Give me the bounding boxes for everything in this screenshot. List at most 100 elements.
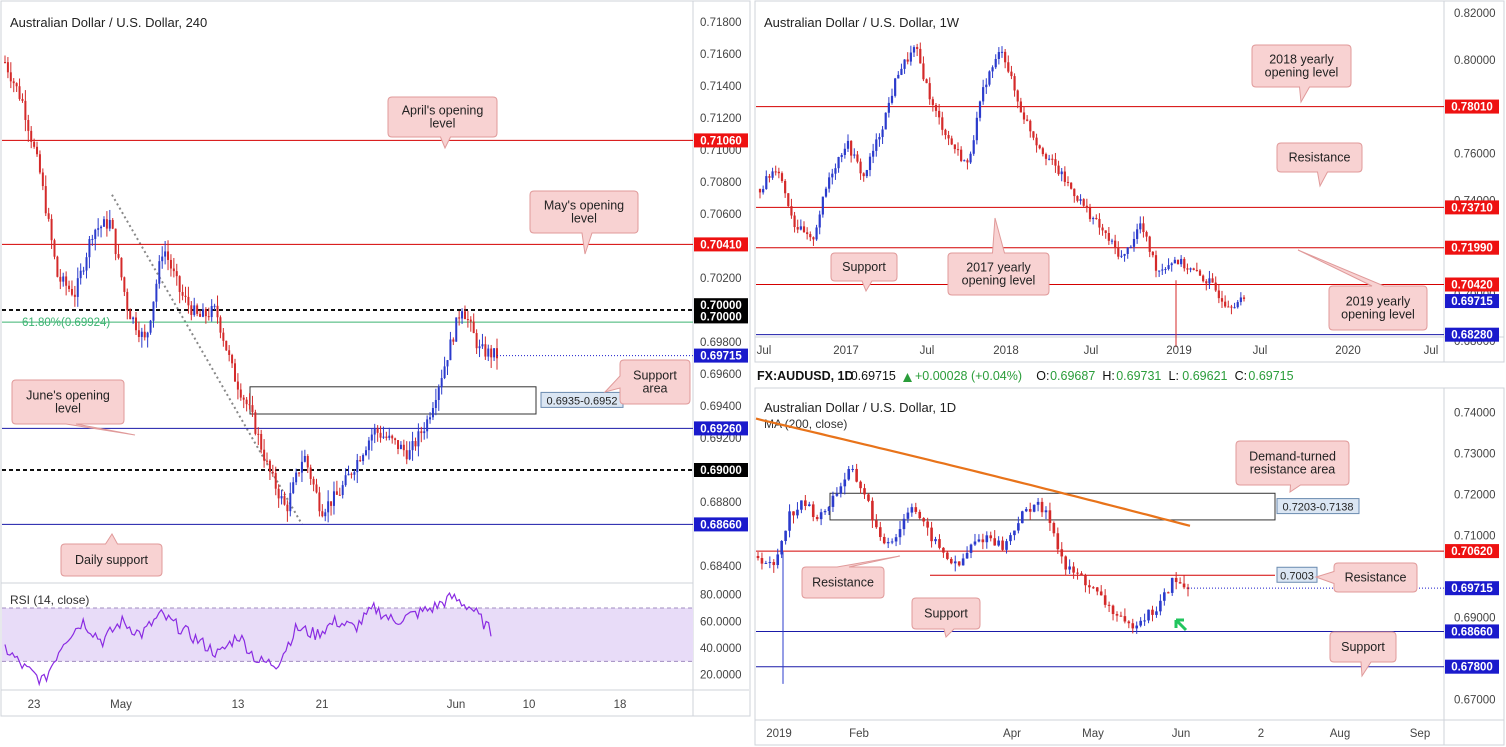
c1w-candle (777, 171, 780, 174)
c4h-candle (312, 478, 315, 485)
ohlc-segment: 0.69715 (1248, 369, 1293, 383)
callout-text: resistance area (1250, 463, 1336, 477)
c1w-candle (850, 140, 853, 156)
c1d-candle (1178, 582, 1182, 584)
c1w-candle (909, 52, 912, 62)
c4h-candle (233, 363, 236, 382)
callout-box (1314, 562, 1418, 593)
c4h-candle (286, 504, 289, 512)
trendline (111, 194, 303, 525)
c1w-candle (1079, 199, 1082, 201)
price-tag: 0.71060 (694, 133, 748, 148)
c4h-candle (367, 440, 370, 451)
y-tick-label: 0.71600 (700, 49, 742, 61)
c1d-candle (1182, 583, 1186, 588)
c4h-candle (27, 119, 30, 131)
c1d-candle (1155, 611, 1158, 615)
c4h-candle (379, 432, 382, 438)
price-tag: 0.69000 (694, 463, 748, 477)
c1w-candle (1208, 278, 1211, 284)
c1w-candle (975, 117, 978, 141)
c1w-candle (768, 176, 771, 178)
c1w-candle (916, 47, 919, 49)
c4h-candle (114, 228, 117, 255)
c4h-candle (216, 305, 219, 318)
price-tag: 0.68280 (1445, 327, 1499, 342)
c4h-candle (362, 455, 365, 462)
c1d-candle (902, 518, 906, 530)
rsi-tick-label: 80.0000 (700, 590, 742, 602)
c1w-candle (1120, 255, 1123, 257)
ohlc-segment: O: (1036, 369, 1049, 383)
c1d-candle (1159, 600, 1162, 612)
c1w-candle (1016, 90, 1019, 102)
callout-text: level (55, 402, 81, 416)
x-tick-label: Aug (1330, 728, 1350, 740)
c1w-candle (1139, 223, 1142, 230)
c4h-candle (440, 378, 443, 388)
x-tick-label: Jul (1424, 345, 1439, 357)
c4h-candle (161, 256, 164, 262)
c1w-candle (853, 154, 856, 156)
c4h-candle (9, 72, 12, 82)
y-tick-label: 0.71000 (1454, 531, 1496, 543)
c1w-candle (997, 52, 1000, 59)
callout-text: level (571, 212, 597, 226)
c4h-candle (4, 62, 6, 63)
y-tick-label: 0.74000 (1454, 408, 1496, 420)
c1w-candle (1220, 298, 1224, 302)
c1w-candle (925, 79, 928, 84)
c1d-candle (792, 511, 795, 516)
c4h-candle (178, 276, 181, 293)
c1w-candle (922, 63, 925, 80)
c1w-candle (821, 196, 824, 215)
c4h-candle (164, 251, 167, 257)
c4h-candle (274, 473, 277, 489)
c1d-candle (1107, 604, 1111, 606)
c1d-candle (878, 527, 882, 537)
c4h-candle (364, 450, 367, 456)
price-tag-bg (1445, 624, 1499, 639)
c1w-candle (1158, 270, 1161, 272)
ohlc-header: FX:AUDUSD, 1D0.69715 +0.00028 (+0.04%) O: 0… (757, 369, 1294, 383)
price-tag-bg (694, 298, 748, 313)
c1d-candle (772, 562, 776, 566)
c4h-candle (478, 346, 481, 349)
price-tag-text: 0.69000 (700, 465, 742, 477)
x-tick-label: May (1082, 728, 1104, 740)
c4h-candle (431, 408, 434, 418)
c1d-candle (898, 529, 902, 538)
c1w-candle (994, 58, 997, 68)
ohlc-segment: 0.69731 (1116, 369, 1161, 383)
callout-text: Demand-turned (1249, 450, 1336, 464)
c1w-candle (1098, 218, 1101, 228)
c4h-candle (283, 496, 286, 505)
callout-text: April's opening (402, 104, 484, 118)
c1d-candle (942, 547, 945, 553)
price-tag-text: 0.71060 (700, 135, 742, 147)
y-tick-label: 0.69000 (1454, 613, 1496, 625)
c1w-candle (928, 83, 931, 100)
c1w-candle (1004, 51, 1007, 63)
c1w-candle (812, 237, 815, 240)
callout-support-1d-lower: Support (1329, 631, 1397, 678)
x-tick-label: 23 (28, 699, 41, 711)
c4h-candle (338, 494, 341, 496)
callout-text: 2018 yearly (1269, 53, 1334, 67)
c4h-candle (199, 313, 202, 317)
c4h-candle (242, 397, 245, 400)
c1d-candle (780, 541, 783, 555)
c1d-candle (977, 539, 981, 542)
c4h-candle (397, 440, 400, 450)
callout-text: Support (1341, 640, 1385, 654)
c4h-candle (123, 277, 126, 292)
c1w-candle (793, 215, 796, 228)
callout-daily-support: Daily support (60, 533, 163, 577)
x-tick-label: Jul (1253, 345, 1268, 357)
price-tag: 0.69260 (694, 421, 748, 436)
c1w-candle (1192, 268, 1195, 270)
c4h-candle (146, 332, 149, 338)
c1d-candle (867, 494, 870, 501)
